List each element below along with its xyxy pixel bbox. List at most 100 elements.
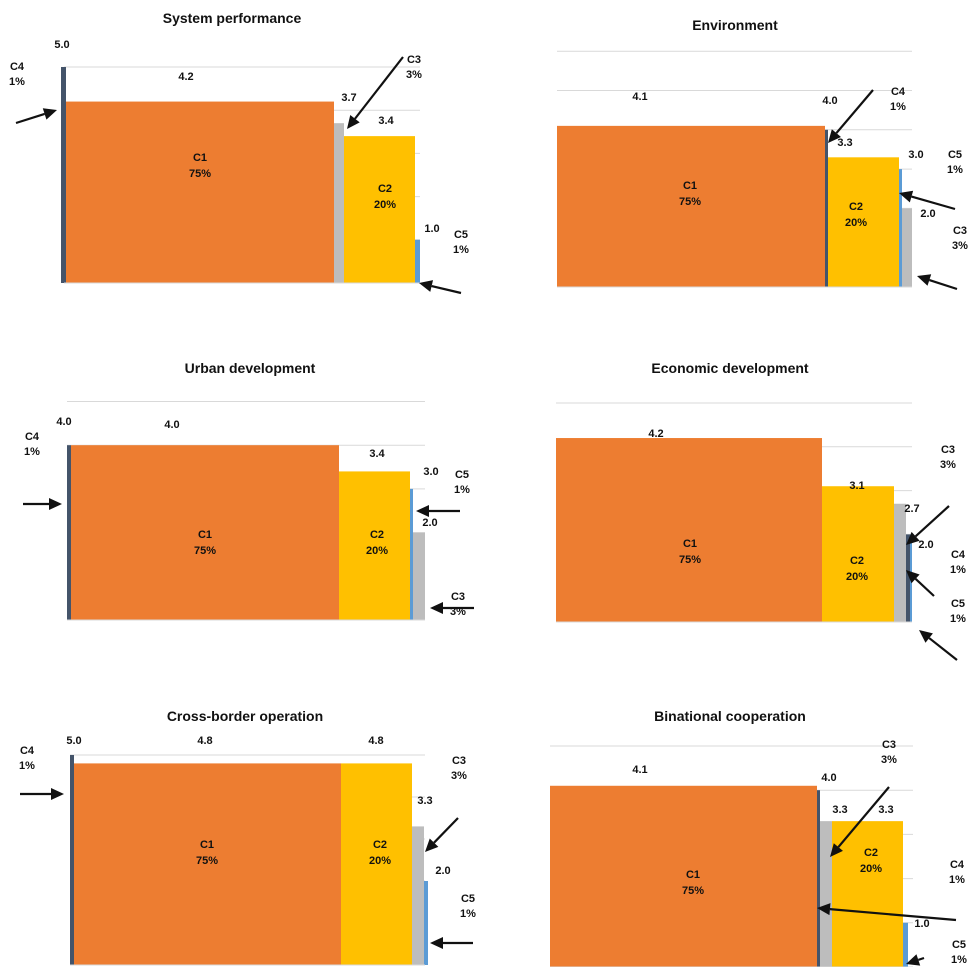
value-label: 3.3 bbox=[417, 795, 432, 807]
callout-arrow-line bbox=[433, 817, 459, 844]
callout-arrow-head bbox=[919, 630, 933, 643]
callout-name-label: C5 bbox=[455, 469, 469, 481]
value-label: 4.1 bbox=[632, 764, 647, 776]
segment-share-label: 20% bbox=[374, 199, 396, 211]
bar-c3 bbox=[894, 503, 906, 622]
callout-share-label: 3% bbox=[406, 69, 422, 81]
callout-arrow-head bbox=[817, 903, 831, 916]
callout-name-label: C3 bbox=[407, 54, 421, 66]
callout-share-label: 1% bbox=[24, 446, 40, 458]
segment-share-label: 20% bbox=[845, 217, 867, 229]
callout-arrow-head bbox=[425, 838, 439, 852]
value-label: 2.0 bbox=[918, 539, 933, 551]
callout-name-label: C3 bbox=[452, 755, 466, 767]
value-label: 4.2 bbox=[178, 71, 193, 83]
callout-name-label: C3 bbox=[941, 444, 955, 456]
segment-name-label: C1 bbox=[198, 529, 212, 541]
segment-share-label: 75% bbox=[194, 545, 216, 557]
chart-panel-2: Environment C1 75% C2 20% 4.1 4.0 3.3 3.0 2.0 C4 1%… bbox=[557, 17, 968, 291]
bar-c3 bbox=[820, 821, 832, 967]
callout-name-label: C5 bbox=[948, 149, 962, 161]
segment-share-label: 20% bbox=[860, 863, 882, 875]
callout-arrow-line bbox=[914, 505, 950, 538]
callout-share-label: 3% bbox=[940, 459, 956, 471]
callout-share-label: 1% bbox=[947, 164, 963, 176]
bar-c2 bbox=[341, 763, 412, 965]
bar-c1 bbox=[64, 101, 334, 283]
bar-c1 bbox=[556, 438, 822, 622]
value-label: 3.1 bbox=[849, 480, 864, 492]
value-label: 2.7 bbox=[904, 503, 919, 515]
callout-arrow-head bbox=[430, 602, 443, 614]
callout-arrow-head bbox=[899, 190, 914, 203]
callout-share-label: 1% bbox=[453, 244, 469, 256]
bar-c4 bbox=[70, 755, 74, 965]
bar-c2 bbox=[344, 136, 415, 283]
segment-name-label: C2 bbox=[370, 529, 384, 541]
callout-arrow-head bbox=[917, 274, 932, 286]
chart-title: Urban development bbox=[185, 360, 316, 376]
bar-c5 bbox=[424, 881, 428, 965]
segment-name-label: C1 bbox=[683, 180, 697, 192]
bar-c2 bbox=[832, 821, 903, 967]
bar-c5 bbox=[899, 169, 902, 287]
callout-name-label: C3 bbox=[451, 591, 465, 603]
callout-name-label: C5 bbox=[454, 229, 468, 241]
callout-arrow-head bbox=[49, 498, 62, 510]
callout-name-label: C4 bbox=[891, 86, 906, 98]
callout-arrow-line bbox=[914, 578, 935, 597]
callout-name-label: C4 bbox=[950, 859, 965, 871]
callout-name-label: C4 bbox=[10, 61, 25, 73]
bar-c4 bbox=[825, 129, 828, 287]
chart-title: Binational cooperation bbox=[654, 708, 806, 724]
callout-name-label: C4 bbox=[20, 745, 35, 757]
value-label: 4.2 bbox=[648, 428, 663, 440]
segment-share-label: 20% bbox=[369, 855, 391, 867]
callout-arrow-head bbox=[51, 788, 64, 800]
value-label: 4.0 bbox=[56, 416, 71, 428]
segment-name-label: C1 bbox=[683, 538, 697, 550]
callout-arrow-head bbox=[906, 954, 921, 966]
callout-share-label: 3% bbox=[952, 240, 968, 252]
bar-c2 bbox=[828, 157, 899, 287]
callout-arrow-line bbox=[911, 195, 956, 211]
callout-arrow-line bbox=[928, 637, 958, 661]
callout-arrow-head bbox=[906, 570, 920, 584]
callout-share-label: 1% bbox=[19, 760, 35, 772]
segment-name-label: C1 bbox=[200, 839, 214, 851]
bar-c3 bbox=[334, 123, 344, 283]
callout-name-label: C4 bbox=[951, 549, 966, 561]
segment-name-label: C2 bbox=[864, 847, 878, 859]
chart-panel-3: Urban development C1 75% C2 20% 4.0 4.0 3.4 3.0 2… bbox=[23, 360, 474, 621]
bar-c5 bbox=[415, 239, 420, 283]
callout-share-label: 1% bbox=[9, 76, 25, 88]
callout-share-label: 1% bbox=[949, 874, 965, 886]
value-label: 3.3 bbox=[878, 804, 893, 816]
bar-c4 bbox=[817, 790, 820, 967]
callout-arrow-head bbox=[828, 129, 841, 143]
chart-panel-1: System performance C1 75% C2 20% 4.2 3.7 3.4 1.0… bbox=[9, 10, 469, 295]
segment-share-label: 75% bbox=[679, 554, 701, 566]
segment-name-label: C2 bbox=[849, 201, 863, 213]
value-label: 3.3 bbox=[837, 137, 852, 149]
chart-title: System performance bbox=[163, 10, 302, 26]
callout-name-label: C3 bbox=[882, 739, 896, 751]
bar-c2 bbox=[339, 471, 410, 620]
bar-c1 bbox=[74, 763, 341, 965]
bar-c3 bbox=[413, 532, 425, 620]
segment-share-label: 75% bbox=[189, 168, 211, 180]
value-label: 5.0 bbox=[54, 39, 69, 51]
callout-share-label: 1% bbox=[890, 101, 906, 113]
callout-share-label: 3% bbox=[451, 770, 467, 782]
callout-arrow-line bbox=[929, 278, 958, 291]
segment-share-label: 20% bbox=[846, 571, 868, 583]
bar-c1 bbox=[557, 125, 825, 288]
value-label: 4.8 bbox=[197, 735, 212, 747]
value-label: 4.0 bbox=[822, 95, 837, 107]
value-label: 2.0 bbox=[435, 865, 450, 877]
bar-c4 bbox=[67, 445, 71, 620]
value-label: 1.0 bbox=[914, 918, 929, 930]
segment-name-label: C2 bbox=[850, 555, 864, 567]
value-label: 4.0 bbox=[164, 419, 179, 431]
